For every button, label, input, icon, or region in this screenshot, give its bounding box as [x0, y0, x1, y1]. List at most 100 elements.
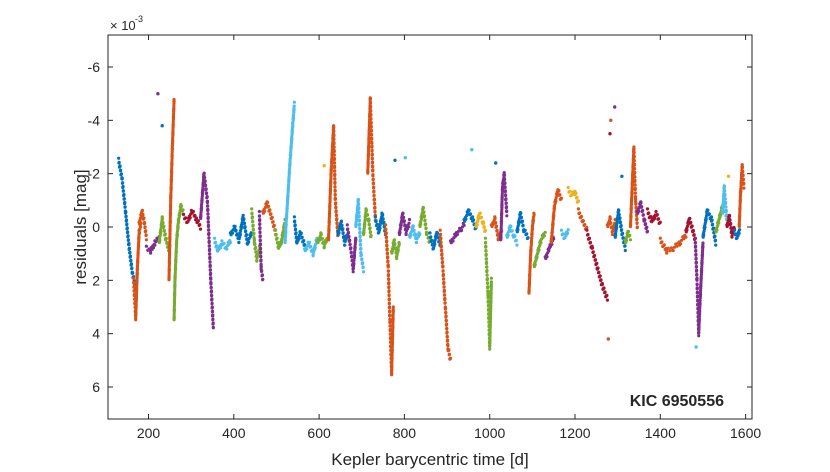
data-point — [138, 225, 143, 229]
data-point — [717, 221, 721, 225]
data-point — [255, 259, 259, 263]
data-point — [225, 247, 229, 251]
data-point — [500, 211, 504, 215]
outlier-point — [322, 164, 326, 168]
data-point — [332, 148, 336, 153]
x-tick-label: 1200 — [559, 425, 590, 441]
data-point — [369, 233, 373, 238]
data-point — [372, 197, 376, 201]
data-point — [561, 232, 565, 236]
data-point — [329, 180, 333, 184]
data-point — [372, 189, 376, 193]
data-point — [702, 233, 706, 237]
data-point — [327, 236, 331, 240]
data-point — [168, 220, 172, 224]
data-point — [294, 231, 298, 235]
data-point — [341, 231, 345, 235]
data-point — [500, 195, 504, 199]
y-tick-labels: -6 -4 -2 0 2 4 6 — [88, 59, 101, 395]
data-point — [499, 227, 503, 232]
data-point — [292, 108, 296, 112]
data-point — [565, 231, 570, 235]
outlier-point — [613, 105, 617, 109]
data-point — [274, 228, 278, 232]
data-point — [167, 260, 171, 264]
data-point — [209, 271, 213, 275]
data-point — [728, 218, 732, 222]
data-point — [472, 218, 476, 222]
data-point — [409, 233, 413, 237]
data-point — [550, 230, 554, 234]
data-point — [738, 214, 742, 218]
data-point — [291, 116, 296, 120]
y-tick-label: 6 — [92, 379, 100, 395]
data-point — [575, 195, 579, 199]
data-point — [641, 208, 645, 213]
outlier-point — [156, 92, 160, 96]
data-point — [132, 280, 136, 285]
data-point — [644, 222, 648, 226]
data-point — [368, 230, 373, 234]
data-point — [172, 99, 176, 103]
series-seg-24 — [361, 207, 373, 239]
data-point — [174, 266, 178, 270]
data-point — [621, 231, 625, 235]
data-point — [171, 139, 175, 143]
data-point — [488, 347, 492, 351]
data-point — [433, 242, 437, 246]
data-point — [679, 242, 683, 246]
data-point — [484, 252, 488, 256]
data-point — [384, 223, 388, 227]
data-point — [174, 250, 178, 254]
data-point — [258, 226, 262, 230]
data-point — [489, 292, 493, 296]
data-point — [172, 107, 176, 111]
data-point — [353, 246, 357, 250]
data-point — [280, 240, 284, 245]
data-point — [732, 228, 737, 232]
data-point — [385, 239, 389, 243]
data-point — [132, 276, 136, 280]
data-point — [600, 283, 604, 287]
data-point — [566, 185, 570, 190]
data-point — [274, 232, 278, 237]
data-point — [385, 247, 389, 251]
data-point — [191, 209, 195, 214]
data-point — [516, 228, 520, 232]
data-point — [243, 225, 247, 229]
data-point — [292, 104, 296, 108]
data-point — [482, 225, 486, 229]
data-point — [362, 230, 366, 234]
data-point — [213, 236, 217, 240]
data-point — [370, 152, 374, 156]
data-point — [617, 208, 621, 212]
data-point — [615, 225, 619, 229]
data-point — [358, 238, 362, 242]
data-point — [525, 232, 529, 236]
outlier-point — [470, 148, 474, 152]
data-point — [387, 297, 391, 301]
data-point — [284, 223, 288, 227]
data-point — [373, 201, 377, 205]
outlier-point — [608, 132, 612, 136]
data-point — [208, 252, 212, 256]
data-point — [199, 206, 204, 210]
data-point — [168, 244, 172, 248]
data-point — [411, 224, 415, 228]
data-point — [496, 238, 500, 242]
data-point — [124, 210, 128, 214]
data-point — [286, 186, 291, 190]
data-point — [635, 217, 639, 221]
data-point — [346, 227, 350, 231]
data-point — [629, 222, 633, 226]
data-point — [531, 219, 536, 223]
data-point — [369, 112, 373, 116]
data-point — [597, 270, 601, 274]
data-point — [137, 243, 141, 248]
data-point — [302, 239, 306, 243]
data-point — [193, 213, 197, 217]
data-point — [706, 208, 710, 212]
data-point — [504, 197, 508, 201]
data-point — [441, 264, 445, 269]
data-point — [685, 228, 689, 232]
